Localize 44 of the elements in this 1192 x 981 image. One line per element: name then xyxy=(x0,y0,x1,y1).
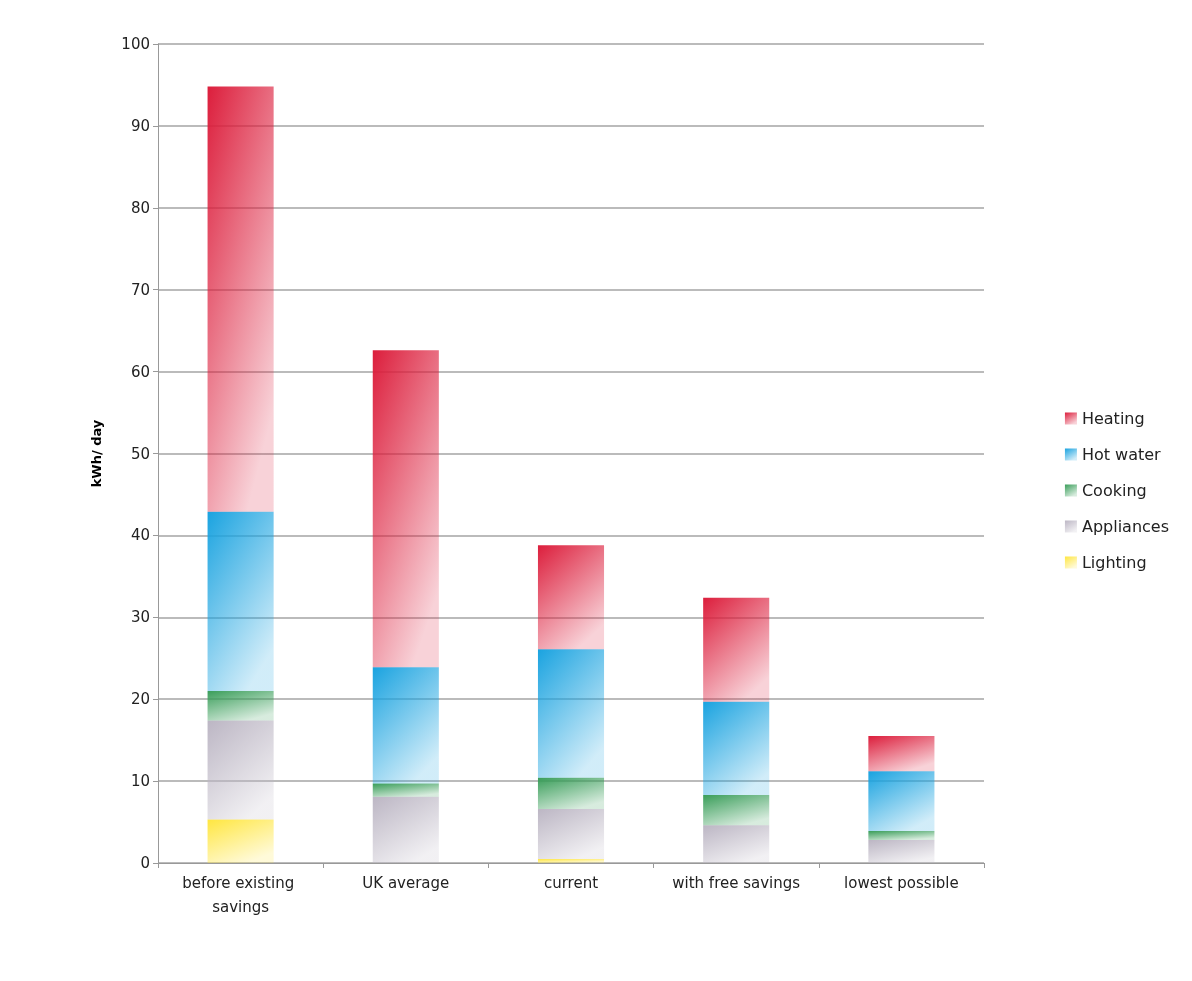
y-tick-label: 100 xyxy=(121,35,150,53)
legend-label: Lighting xyxy=(1081,553,1147,572)
bar xyxy=(537,777,605,809)
x-tick-label: with free savings xyxy=(672,874,801,892)
legend-label: Appliances xyxy=(1081,517,1170,536)
bar xyxy=(537,649,605,778)
bar xyxy=(703,597,770,702)
y-tick-label: 50 xyxy=(130,444,150,463)
bar xyxy=(207,691,274,721)
bar xyxy=(537,858,605,863)
x-tick-label: current xyxy=(543,874,599,892)
bar xyxy=(868,771,935,832)
bar xyxy=(207,819,274,863)
bar xyxy=(207,720,274,820)
legend-label: Hot water xyxy=(1081,445,1162,464)
bar xyxy=(703,825,770,863)
y-tick-label: 30 xyxy=(130,608,150,627)
bar xyxy=(372,796,439,863)
legend-label: Heating xyxy=(1081,409,1145,428)
bar xyxy=(703,701,770,796)
x-tick-label: UK average xyxy=(362,874,450,892)
y-tick-label: 80 xyxy=(130,198,150,217)
y-axis-title: kWh/ day xyxy=(89,419,104,488)
legend-label: Cooking xyxy=(1081,481,1147,500)
bar xyxy=(703,795,770,826)
bar xyxy=(868,736,935,772)
bar xyxy=(537,545,605,650)
bar xyxy=(372,667,439,784)
y-tick-label: 0 xyxy=(140,854,150,872)
y-tick-label: 10 xyxy=(130,772,150,791)
bar xyxy=(868,840,935,863)
bar xyxy=(372,783,439,797)
y-tick-label: 90 xyxy=(130,116,150,135)
y-tick-label: 60 xyxy=(130,362,150,381)
bar xyxy=(868,831,935,841)
y-tick-label: 40 xyxy=(130,526,150,545)
y-tick-label: 70 xyxy=(130,280,150,299)
bar xyxy=(207,86,274,512)
x-tick-label: lowest possible xyxy=(844,874,959,892)
bar xyxy=(537,808,605,859)
x-tick-label: before existing savings xyxy=(182,874,299,916)
bar xyxy=(207,511,274,692)
bar xyxy=(372,350,439,668)
y-tick-label: 20 xyxy=(130,690,150,709)
